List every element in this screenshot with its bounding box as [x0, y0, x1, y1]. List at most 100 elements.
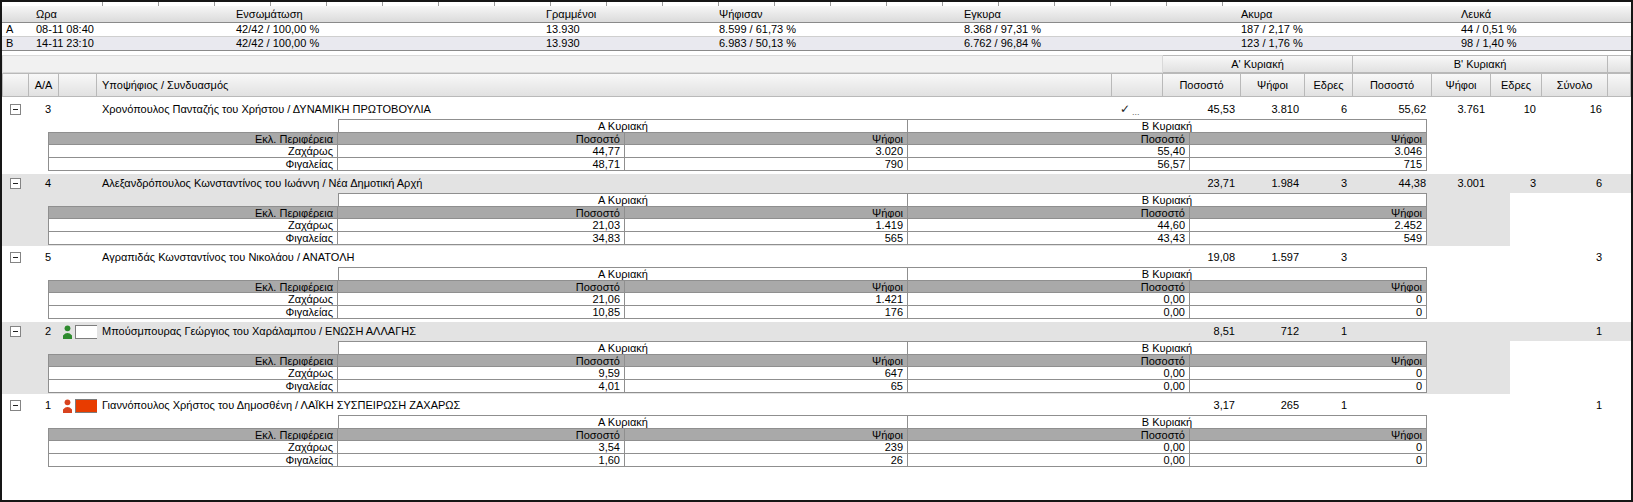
row-filler	[1608, 100, 1631, 119]
elected-check-icon: ✓	[1120, 102, 1130, 116]
expander-column-header	[2, 73, 29, 97]
region-a-pct: 21,06	[338, 293, 625, 306]
b-pct-header[interactable]: Ποσοστό	[1353, 73, 1432, 97]
b-pct-value: 44,38	[1353, 174, 1432, 193]
aa-column-header[interactable]: Α/Α	[29, 73, 59, 97]
group-header-filler	[1608, 55, 1631, 73]
candidate-row[interactable]: 5 Αγραπιδάς Κωνσταντίνος του Νικολάου / Α…	[2, 248, 1631, 267]
b-pct-value: 55,62	[1353, 100, 1432, 119]
party-flag-icon	[75, 399, 97, 413]
expander-cell	[2, 396, 29, 415]
a-pct-value: 3,17	[1163, 396, 1241, 415]
sub-a-pct-header: Ποσοστό	[338, 132, 625, 145]
person-icon	[62, 399, 73, 413]
region-a-votes: 565	[625, 232, 908, 245]
header-filler	[1608, 73, 1631, 97]
region-a-pct: 9,59	[338, 367, 625, 380]
candidate-row[interactable]: 3Χρονόπουλος Πανταζής του Χρήστου / ΔΥΝΑ…	[2, 100, 1631, 119]
sub-group-a-header: Α Κυριακή	[338, 415, 908, 428]
summary-col-invalid: Ακυρα	[1237, 6, 1457, 22]
region-b-votes: 0	[1190, 293, 1427, 306]
sub-group-b-header: Β Κυριακή	[908, 119, 1427, 132]
candidate-number: 4	[29, 174, 59, 193]
sub-group-spacer	[48, 267, 338, 280]
region-a-pct: 10,85	[338, 306, 625, 319]
region-column-header: Εκλ. Περιφέρεια	[48, 354, 338, 367]
region-b-votes: 0	[1190, 367, 1427, 380]
total-column-header[interactable]: Σύνολο	[1542, 73, 1608, 97]
sub-group-b-header: Β Κυριακή	[908, 267, 1427, 280]
region-name: Φιγαλείας	[48, 380, 338, 393]
sub-group-a-header: Α Κυριακή	[338, 341, 908, 354]
candidate-detail: Α ΚυριακήΒ ΚυριακήΕκλ. ΠεριφέρειαΠοσοστό…	[2, 341, 1631, 394]
icon-column-header	[59, 73, 97, 97]
collapse-icon[interactable]	[10, 400, 21, 411]
sub-group-b-header: Β Κυριακή	[908, 415, 1427, 428]
sub-b-votes-header: Ψήφοι	[1190, 132, 1427, 145]
candidate-row[interactable]: 1Γιαννόπουλος Χρήστος του Δημοσθένη / ΛΑ…	[2, 396, 1631, 415]
sub-group-a-header: Α Κυριακή	[338, 267, 908, 280]
a-seats-header[interactable]: Εδρες	[1305, 73, 1353, 97]
candidate-detail: Α ΚυριακήΒ ΚυριακήΕκλ. ΠεριφέρειαΠοσοστό…	[2, 415, 1631, 468]
b-votes-value: 3.761	[1432, 100, 1491, 119]
candidate-column-header[interactable]: Υποψήφιος / Συνδυασμός	[97, 73, 1112, 97]
b-seats-value	[1491, 322, 1542, 341]
collapse-icon[interactable]	[10, 104, 21, 115]
a-votes-header[interactable]: Ψήφοι	[1241, 73, 1305, 97]
total-value: 6	[1542, 174, 1608, 193]
blank-value: 44 / 0,51 %	[1457, 23, 1631, 36]
elected-cell	[1112, 248, 1163, 267]
region-a-pct: 34,83	[338, 232, 625, 245]
sub-a-votes-header: Ψήφοι	[625, 280, 908, 293]
sub-b-pct-header: Ποσοστό	[908, 132, 1190, 145]
region-a-votes: 3.020	[625, 145, 908, 158]
region-b-votes: 0	[1190, 441, 1427, 454]
party-flag-icon	[75, 325, 97, 339]
candidate-number: 5	[29, 248, 59, 267]
b-votes-value	[1432, 396, 1491, 415]
a-votes-value: 1.597	[1241, 248, 1305, 267]
candidate-icon-cell	[59, 100, 97, 119]
candidate-row[interactable]: 4Αλεξανδρόπουλος Κωνσταντίνος του Ιωάννη…	[2, 174, 1631, 193]
collapse-icon[interactable]	[10, 326, 21, 337]
candidate-icon-cell	[59, 322, 97, 341]
summary-row-b: B 14-11 23:10 42/42 / 100,00 % 13.930 6.…	[2, 37, 1631, 51]
candidate-name: Αγραπιδάς Κωνσταντίνος του Νικολάου / ΑΝ…	[97, 248, 1112, 267]
candidate-number: 2	[29, 322, 59, 341]
summary-col-voted: Ψήφισαν	[715, 6, 960, 22]
a-seats-value: 6	[1305, 100, 1353, 119]
region-a-pct: 44,77	[338, 145, 625, 158]
b-votes-header[interactable]: Ψήφοι	[1432, 73, 1491, 97]
region-a-pct: 1,60	[338, 454, 625, 467]
elected-cell	[1112, 396, 1163, 415]
total-value: 16	[1542, 100, 1608, 119]
region-b-votes: 0	[1190, 454, 1427, 467]
results-header-row: Α/Α Υποψήφιος / Συνδυασμός Ποσοστό Ψήφοι…	[2, 73, 1631, 97]
a-pct-value: 8,51	[1163, 322, 1241, 341]
region-column-header: Εκλ. Περιφέρεια	[48, 206, 338, 219]
region-a-pct: 21,03	[338, 219, 625, 232]
candidate-block: 1Γιαννόπουλος Χρήστος του Δημοσθένη / ΛΑ…	[2, 396, 1631, 468]
a-votes-value: 265	[1241, 396, 1305, 415]
region-breakdown-table: Α ΚυριακήΒ ΚυριακήΕκλ. ΠεριφέρειαΠοσοστό…	[48, 415, 1427, 467]
candidate-detail: Α ΚυριακήΒ ΚυριακήΕκλ. ΠεριφέρειαΠοσοστό…	[2, 119, 1631, 172]
elected-cell	[1112, 322, 1163, 341]
b-seats-header[interactable]: Εδρες	[1491, 73, 1542, 97]
region-b-pct: 0,00	[908, 454, 1190, 467]
region-b-votes: 549	[1190, 232, 1427, 245]
candidate-row[interactable]: 2Μπούσμπουρας Γεώργιος του Χαράλαμπου / …	[2, 322, 1631, 341]
registered-value: 13.930	[542, 37, 715, 50]
collapse-icon[interactable]	[10, 178, 21, 189]
candidate-detail: Α ΚυριακήΒ ΚυριακήΕκλ. ΠεριφέρειαΠοσοστό…	[2, 267, 1631, 320]
sub-group-a-header: Α Κυριακή	[338, 119, 908, 132]
collapse-icon[interactable]	[10, 252, 21, 263]
region-b-pct: 0,00	[908, 367, 1190, 380]
party-icon	[62, 399, 97, 413]
region-a-pct: 4,01	[338, 380, 625, 393]
b-votes-value	[1432, 248, 1491, 267]
registered-value: 13.930	[542, 23, 715, 36]
a-pct-header[interactable]: Ποσοστό	[1163, 73, 1241, 97]
a-votes-value: 3.810	[1241, 100, 1305, 119]
region-name: Φιγαλείας	[48, 454, 338, 467]
sub-group-spacer	[48, 193, 338, 206]
